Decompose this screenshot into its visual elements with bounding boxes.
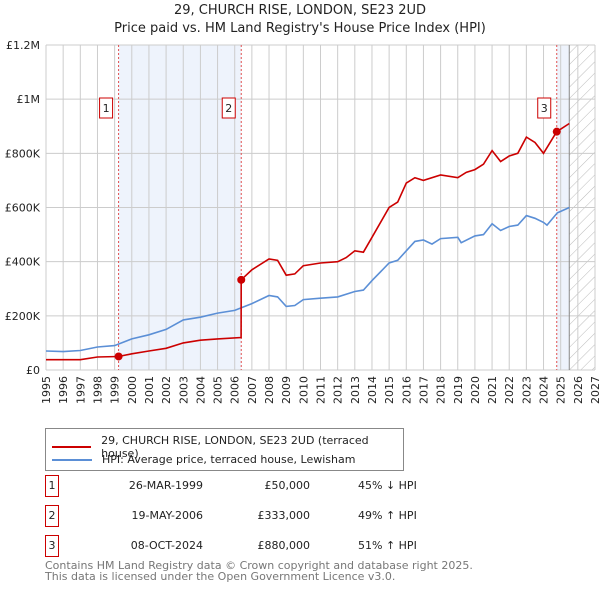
x-tick-label: 2009 xyxy=(280,376,293,404)
sale-point xyxy=(114,352,123,361)
y-tick-label: £400K xyxy=(5,256,41,269)
x-tick-label: 2020 xyxy=(469,376,482,404)
transaction-row: 1 26-MAR-1999 £50,000 45% ↓ HPI xyxy=(45,475,445,497)
x-tick-label: 2025 xyxy=(555,376,568,404)
transaction-price: £880,000 xyxy=(257,539,311,552)
x-tick-label: 2022 xyxy=(503,376,516,404)
transaction-number-badge: 3 xyxy=(45,535,59,557)
x-tick-label: 2010 xyxy=(297,376,310,404)
x-tick-label: 1999 xyxy=(109,376,122,404)
legend-item-hpi: HPI: Average price, terraced house, Lewi… xyxy=(52,453,355,466)
x-tick-label: 1998 xyxy=(91,376,104,404)
y-tick-label: £200K xyxy=(5,310,41,323)
sale-marker-box xyxy=(221,97,236,119)
x-tick-label: 2006 xyxy=(229,376,242,404)
sale-marker-label: 2 xyxy=(225,102,232,115)
footer-attribution: Contains HM Land Registry data © Crown c… xyxy=(45,560,473,582)
x-tick-label: 2016 xyxy=(400,376,413,404)
x-tick-label: 2017 xyxy=(417,376,430,404)
y-tick-label: £0 xyxy=(26,364,40,377)
y-tick-label: £800K xyxy=(5,147,41,160)
y-tick-label: £600K xyxy=(5,202,41,215)
x-tick-label: 2004 xyxy=(194,376,207,404)
x-tick-label: 2002 xyxy=(160,376,173,404)
x-tick-label: 2021 xyxy=(486,376,499,404)
transaction-hpi-diff: 51% ↑ HPI xyxy=(358,539,417,552)
transaction-number-badge: 2 xyxy=(45,505,59,527)
footer-line: This data is licensed under the Open Gov… xyxy=(45,570,396,583)
x-tick-label: 2019 xyxy=(452,376,465,404)
legend-label: 29, CHURCH RISE, LONDON, SE23 2UD (terra… xyxy=(101,434,369,460)
transaction-date: 26-MAR-1999 xyxy=(128,479,203,492)
transaction-price: £333,000 xyxy=(257,509,311,522)
sale-point xyxy=(237,275,246,284)
x-tick-label: 2026 xyxy=(572,376,585,404)
x-tick-label: 2005 xyxy=(212,376,225,404)
x-tick-label: 2013 xyxy=(349,376,362,404)
transaction-price: £50,000 xyxy=(264,479,311,492)
sale-marker-box xyxy=(99,97,114,119)
transaction-hpi-diff: 45% ↓ HPI xyxy=(358,479,417,492)
sale-point xyxy=(552,127,561,136)
x-tick-label: 1995 xyxy=(40,376,53,404)
sale-marker-box xyxy=(537,97,552,119)
price-chart: 1995 1996 1997 1998 1999 2000 2001 2002 2003 2004… xyxy=(5,39,600,404)
x-tick-label: 2003 xyxy=(177,376,190,404)
transaction-date: 08-OCT-2024 xyxy=(130,539,203,552)
legend-label: HPI: Average price, terraced house, Lewi… xyxy=(102,453,356,466)
x-tick-label: 2000 xyxy=(126,376,139,404)
sale-marker-label: 3 xyxy=(541,102,548,115)
transaction-date: 19-MAY-2006 xyxy=(131,509,203,522)
x-tick-label: 2008 xyxy=(263,376,276,404)
legend-swatch-red xyxy=(52,446,92,448)
transaction-hpi-diff: 49% ↑ HPI xyxy=(358,509,417,522)
x-tick-label: 2011 xyxy=(315,376,328,404)
chart-title: 29, CHURCH RISE, LONDON, SE23 2UD xyxy=(173,3,427,18)
x-tick-label: 1997 xyxy=(74,376,87,404)
transaction-number-badge: 1 xyxy=(45,475,59,497)
transaction-row: 3 08-OCT-2024 £880,000 51% ↑ HPI xyxy=(45,535,445,557)
sale-marker-label: 1 xyxy=(103,102,110,115)
series-line xyxy=(46,122,570,361)
x-tick-label: 2015 xyxy=(383,376,396,404)
x-tick-label: 2007 xyxy=(246,376,259,404)
x-tick-label: 2018 xyxy=(435,376,448,404)
chart-subtitle: Price paid vs. HM Land Registry's House … xyxy=(114,21,486,36)
x-tick-label: 2027 xyxy=(589,376,600,404)
legend: 29, CHURCH RISE, LONDON, SE23 2UD (terra… xyxy=(45,428,404,471)
series-line xyxy=(45,206,570,353)
y-tick-label: £1.2M xyxy=(6,39,40,52)
x-tick-label: 2014 xyxy=(366,376,379,404)
x-tick-label: 2012 xyxy=(332,376,345,404)
legend-item-property: 29, CHURCH RISE, LONDON, SE23 2UD (terra… xyxy=(52,434,403,460)
x-tick-label: 2024 xyxy=(538,376,551,404)
x-tick-label: 2023 xyxy=(520,376,533,404)
y-tick-label: £1M xyxy=(17,93,41,106)
x-tick-label: 2001 xyxy=(143,376,156,404)
footer-line: Contains HM Land Registry data © Crown c… xyxy=(45,559,473,572)
transaction-row: 2 19-MAY-2006 £333,000 49% ↑ HPI xyxy=(45,505,445,527)
legend-swatch-blue xyxy=(52,458,92,461)
x-tick-label: 1996 xyxy=(57,376,70,404)
